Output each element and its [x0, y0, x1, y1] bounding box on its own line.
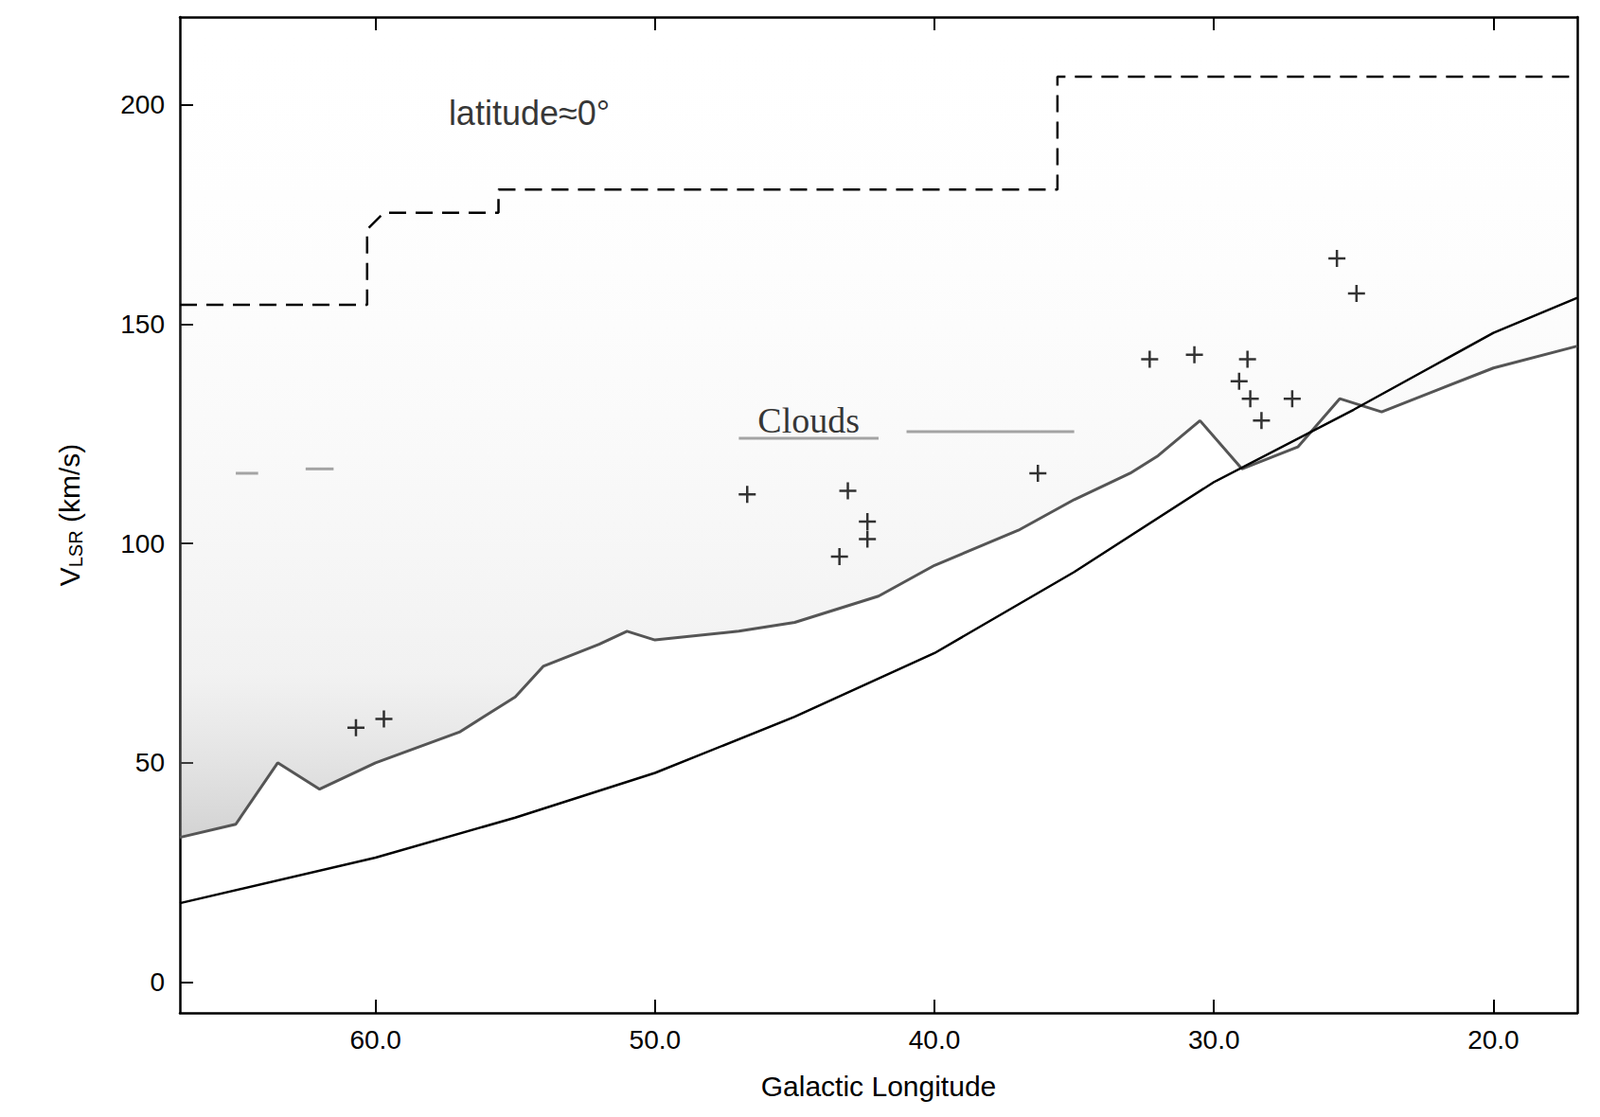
svg-text:LSR: LSR	[65, 530, 87, 568]
svg-text:60.0: 60.0	[349, 1025, 402, 1055]
svg-text:Clouds: Clouds	[757, 400, 860, 441]
svg-text:0: 0	[149, 967, 165, 997]
svg-text:150: 150	[120, 309, 165, 339]
svg-text:20.0: 20.0	[1467, 1025, 1520, 1055]
svg-text:30.0: 30.0	[1188, 1025, 1241, 1055]
svg-text:50.0: 50.0	[629, 1025, 682, 1055]
svg-text:100: 100	[120, 529, 165, 559]
svg-text:Galactic Longitude: Galactic Longitude	[761, 1070, 997, 1103]
svg-text:(km/s): (km/s)	[53, 444, 86, 532]
svg-text:latitude≈0°: latitude≈0°	[448, 93, 610, 133]
svg-text:200: 200	[120, 89, 165, 120]
svg-text:40.0: 40.0	[908, 1025, 961, 1055]
svg-text:V: V	[53, 567, 86, 587]
svg-text:50: 50	[135, 747, 165, 778]
